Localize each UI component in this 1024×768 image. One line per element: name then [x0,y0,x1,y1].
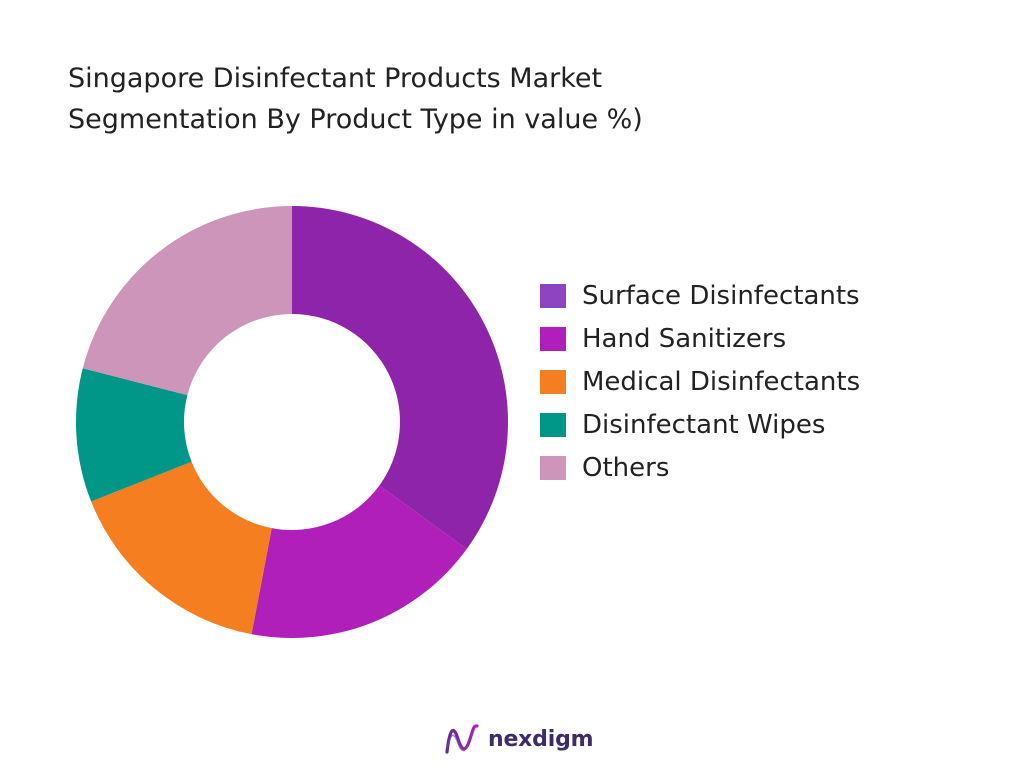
legend-swatch [540,369,566,394]
legend: Surface Disinfectants Hand Sanitizers Me… [540,274,860,489]
legend-label: Medical Disinfectants [582,366,861,397]
donut-slice-disinfectant-wipes [76,368,192,502]
nexdigm-wave-logo-icon [445,724,479,754]
legend-item: Disinfectant Wipes [540,403,860,446]
donut-slice-others [82,206,292,396]
brand-name: nexdigm [488,726,594,752]
legend-label: Others [582,452,670,483]
donut-slice-surface-disinfectants [292,206,508,549]
chart-title-line-1: Singapore Disinfectant Products Market [68,63,603,94]
chart-title: Singapore Disinfectant Products Market S… [68,58,828,140]
legend-swatch [540,326,566,351]
brand-logo: nexdigm [444,722,594,756]
legend-item: Others [540,446,860,489]
donut-slice-hand-sanitizers [251,485,467,638]
chart-title-line-2: Segmentation By Product Type in value %) [68,104,643,135]
legend-label: Surface Disinfectants [582,280,860,311]
donut-slice-medical-disinfectants [91,461,272,635]
legend-swatch [540,412,566,437]
legend-item: Medical Disinfectants [540,360,860,403]
legend-swatch [540,283,566,308]
legend-label: Disinfectant Wipes [582,409,826,440]
legend-item: Hand Sanitizers [540,317,860,360]
legend-label: Hand Sanitizers [582,323,787,354]
legend-swatch [540,455,566,480]
legend-item: Surface Disinfectants [540,274,860,317]
